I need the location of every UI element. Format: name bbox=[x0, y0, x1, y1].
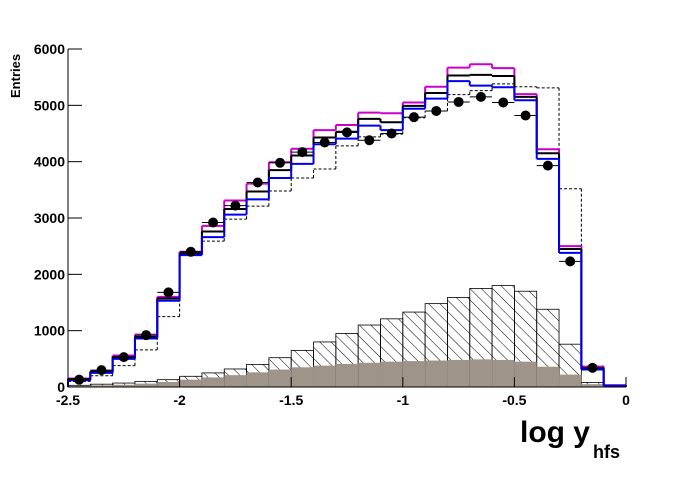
data-point bbox=[342, 127, 352, 138]
data-point bbox=[208, 217, 219, 228]
filled-bar bbox=[447, 359, 470, 387]
data-point bbox=[230, 200, 241, 211]
data-point bbox=[185, 246, 196, 257]
filled-bar bbox=[402, 361, 426, 387]
filled-bar bbox=[112, 384, 135, 387]
filled-bar bbox=[514, 361, 537, 387]
x-tick-label: -2 bbox=[173, 392, 186, 408]
y-tick-label: 1000 bbox=[34, 323, 65, 339]
data-point bbox=[96, 365, 107, 376]
data-point bbox=[453, 96, 464, 107]
x-axis-label: log y bbox=[520, 416, 590, 449]
filled-bar bbox=[380, 361, 403, 387]
data-point bbox=[163, 287, 174, 298]
filled-bar bbox=[246, 372, 269, 387]
data-point bbox=[565, 256, 576, 267]
data-point bbox=[74, 374, 85, 385]
filled-bar bbox=[313, 365, 336, 387]
filled-bar bbox=[134, 383, 158, 387]
x-tick-label: 0 bbox=[622, 392, 630, 408]
filled-bar bbox=[201, 377, 225, 387]
x-tick-label: -0.5 bbox=[502, 392, 526, 408]
filled-bar bbox=[358, 362, 381, 387]
data-point bbox=[275, 157, 286, 168]
filled-bar bbox=[157, 381, 180, 387]
filled-bar bbox=[536, 366, 560, 387]
data-point bbox=[542, 160, 553, 171]
filled-bar bbox=[469, 359, 493, 387]
data-point bbox=[118, 352, 129, 363]
y-tick-label: 5000 bbox=[34, 97, 65, 113]
data-point bbox=[252, 177, 263, 188]
filled-bar bbox=[224, 375, 247, 387]
data-point bbox=[520, 110, 531, 121]
data-point bbox=[498, 97, 509, 108]
plot-area: 0 1000 2000 3000 4000 5000 6000 -2.5 -2 -1.5 -1 -0.… bbox=[34, 41, 630, 408]
filled-bar bbox=[559, 374, 582, 387]
filled-bar bbox=[425, 360, 448, 387]
filled-bar bbox=[291, 367, 314, 387]
filled-bar bbox=[581, 384, 604, 387]
x-tick-label: -1.5 bbox=[279, 392, 303, 408]
data-point bbox=[364, 135, 375, 146]
y-tick-label: 4000 bbox=[34, 154, 65, 170]
filled-bar bbox=[492, 359, 515, 387]
y-tick-label: 2000 bbox=[34, 266, 65, 282]
y-tick-label: 3000 bbox=[34, 210, 65, 226]
filled-bar bbox=[179, 379, 202, 387]
data-point bbox=[319, 137, 330, 148]
filled-bar bbox=[268, 369, 292, 387]
filled-bar bbox=[68, 385, 91, 387]
x-tick-label: -2.5 bbox=[56, 392, 80, 408]
data-point bbox=[587, 362, 598, 373]
y-axis-label: Entries bbox=[8, 54, 23, 98]
data-point bbox=[408, 112, 419, 123]
data-point bbox=[386, 128, 397, 139]
x-tick-label: -1 bbox=[397, 392, 410, 408]
y-tick-label: 6000 bbox=[34, 41, 65, 57]
filled-bar bbox=[335, 363, 359, 387]
filled-bar bbox=[90, 385, 113, 387]
data-point bbox=[297, 147, 308, 158]
data-point bbox=[141, 330, 152, 341]
y-tick-label: 0 bbox=[57, 379, 65, 395]
data-point bbox=[475, 91, 486, 102]
data-point bbox=[431, 105, 442, 116]
x-axis-label-subscript: hfs bbox=[593, 442, 620, 462]
